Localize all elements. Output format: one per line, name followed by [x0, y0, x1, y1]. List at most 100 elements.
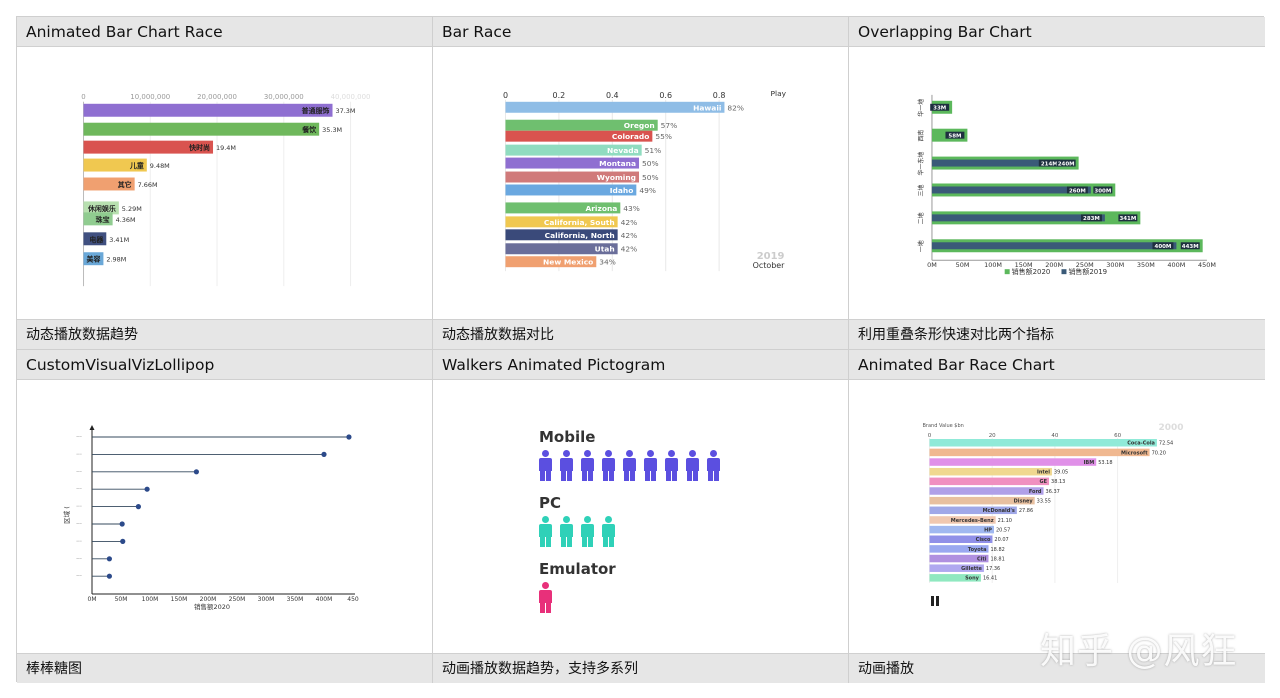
gallery-cell-pictogram[interactable]: Walkers Animated Pictogram Mobile PC Emula… — [433, 350, 849, 683]
bar — [929, 506, 1017, 515]
bar-value-label: 7.66M — [138, 181, 158, 189]
person-icon — [644, 450, 657, 481]
y-category-label: ··· — [76, 451, 82, 458]
x-tick-label: 0.4 — [606, 91, 619, 100]
x-tick-label: 0 — [928, 433, 932, 439]
lollipop-dot — [144, 486, 150, 492]
y-axis-arrow — [89, 425, 95, 430]
bar-series-2019 — [931, 159, 1063, 167]
pause-button[interactable] — [931, 596, 939, 606]
bar — [83, 201, 119, 215]
cell-title: Bar Race — [433, 17, 848, 47]
person-icon — [539, 582, 552, 613]
x-tick-label: 350M — [1137, 261, 1155, 269]
y-category-label: ··· — [76, 434, 82, 441]
bar-value-label: 21.10 — [998, 518, 1012, 524]
bar-category-label: 儿童 — [129, 161, 144, 170]
x-tick-label: 20,000,000 — [197, 93, 237, 101]
y-category-label: ··· — [76, 556, 82, 563]
bar-value-label: 42% — [621, 245, 638, 254]
cell-title: Animated Bar Chart Race — [17, 17, 432, 47]
bar-value-label: 5.29M — [122, 205, 142, 213]
person-icon — [623, 450, 636, 481]
bar-series-2019 — [931, 242, 1177, 250]
x-tick-label: 150M — [171, 596, 188, 603]
lollipop-dot — [106, 556, 112, 562]
pictogram-series-mobile: Mobile — [539, 428, 728, 485]
bar-value-label: 35.3M — [322, 126, 342, 134]
bar-category-label: Intel — [1037, 470, 1050, 476]
cell-description: 利用重叠条形快速对比两个指标 — [849, 319, 1265, 349]
x-tick-label: 10,000,000 — [130, 93, 170, 101]
y-category-label: ··· — [76, 538, 82, 545]
x-tick-label: 100M — [142, 596, 159, 603]
bar-category-label: Wyoming — [597, 173, 636, 182]
series-label: Emulator — [539, 560, 616, 578]
animated-bar-race-preview: Brand Value $bn 2000 0 20 40 60 Coca-Cola 72.54… — [923, 423, 1184, 583]
lollipop-dot — [119, 521, 125, 527]
bar-value-label: 400M — [1155, 244, 1172, 250]
year-label: 2019 — [757, 251, 785, 262]
bar-value-label: 18.81 — [990, 556, 1004, 562]
y-category-label: 西南 — [917, 130, 925, 142]
gallery-cell-lollipop[interactable]: CustomVisualVizLollipop 0M 50M 100M 150M 200… — [17, 350, 433, 683]
bar — [929, 439, 1157, 447]
label-chip — [1118, 214, 1138, 222]
bar-value-label: 53.18 — [1098, 460, 1112, 466]
bar-value-label: 443M — [1182, 244, 1199, 250]
gallery-cell-bar-race[interactable]: Bar Race 0 0.2 0.4 0.6 0.8 Play Hawaii 82% Orego… — [433, 17, 849, 350]
x-tick-label: 350M — [287, 596, 304, 603]
bar — [83, 232, 107, 246]
gallery-cell-overlapping-bar[interactable]: Overlapping Bar Chart 0M 50M 100M 150M 200M 2… — [849, 17, 1265, 350]
axis-title: Play — [771, 89, 787, 98]
bar — [83, 252, 104, 266]
pictogram-series-emulator: Emulator — [539, 560, 616, 617]
person-icon — [602, 516, 615, 547]
label-chip — [1093, 186, 1113, 194]
bar-category-label: Ford — [1029, 489, 1042, 495]
bar — [929, 516, 996, 524]
bar-value-label: 260M — [1069, 188, 1086, 194]
x-tick-label: 0.6 — [659, 91, 672, 100]
x-tick-label: 250M — [1076, 261, 1094, 269]
legend-label: 销售额2019 — [1068, 267, 1107, 276]
bar-value-label: 51% — [645, 146, 662, 155]
bar-value-label: 240M — [1058, 161, 1075, 167]
bar-category-label: Hawaii — [693, 103, 721, 112]
cell-preview: 0 0.2 0.4 0.6 0.8 Play Hawaii 82% Oregon 57% Color… — [433, 47, 848, 319]
lollipop-dot — [120, 538, 126, 544]
bar-category-label: California, North — [545, 231, 615, 240]
bar-value-label: 9.48M — [150, 162, 170, 170]
bar — [929, 554, 989, 563]
lollipop-dot — [193, 469, 199, 475]
bar-category-label: Citi — [977, 556, 987, 562]
bar — [505, 202, 621, 214]
bar-value-label: 20.07 — [994, 537, 1008, 543]
bar — [83, 177, 135, 191]
bar-category-label: Montana — [599, 159, 636, 168]
bar-category-label: New Mexico — [543, 258, 593, 267]
lollipop-dot — [321, 451, 327, 457]
cell-description: 动画播放 — [849, 653, 1265, 683]
bar-category-label: Oregon — [624, 121, 655, 130]
bar-category-label: Utah — [595, 245, 615, 254]
bar — [929, 467, 1052, 476]
y-axis-title: 区域 ( — [62, 506, 71, 524]
person-icon — [665, 450, 678, 481]
x-tick-label: 20 — [989, 433, 996, 439]
bar-series-2019 — [931, 186, 1091, 194]
bar — [505, 119, 658, 131]
gallery-cell-bar-chart-race[interactable]: Animated Bar Chart Race 0 10,000,000 20,00… — [17, 17, 433, 350]
person-icon — [539, 450, 552, 481]
gallery-cell-animated-bar-race[interactable]: Animated Bar Race Chart Brand Value $bn 2… — [849, 350, 1265, 683]
bar-category-label: Gillette — [961, 566, 982, 572]
label-chip — [1056, 159, 1076, 167]
x-tick-label: 50M — [115, 596, 128, 603]
month-label: October — [753, 261, 786, 270]
watermark: 知乎 @风狂 — [1040, 631, 1238, 672]
lollipop-dot — [106, 573, 112, 579]
bar-value-label: 70.20 — [1152, 450, 1166, 456]
bar-value-label: 3.41M — [109, 236, 129, 244]
bar-category-label: 其它 — [118, 180, 132, 189]
bar — [83, 122, 320, 136]
